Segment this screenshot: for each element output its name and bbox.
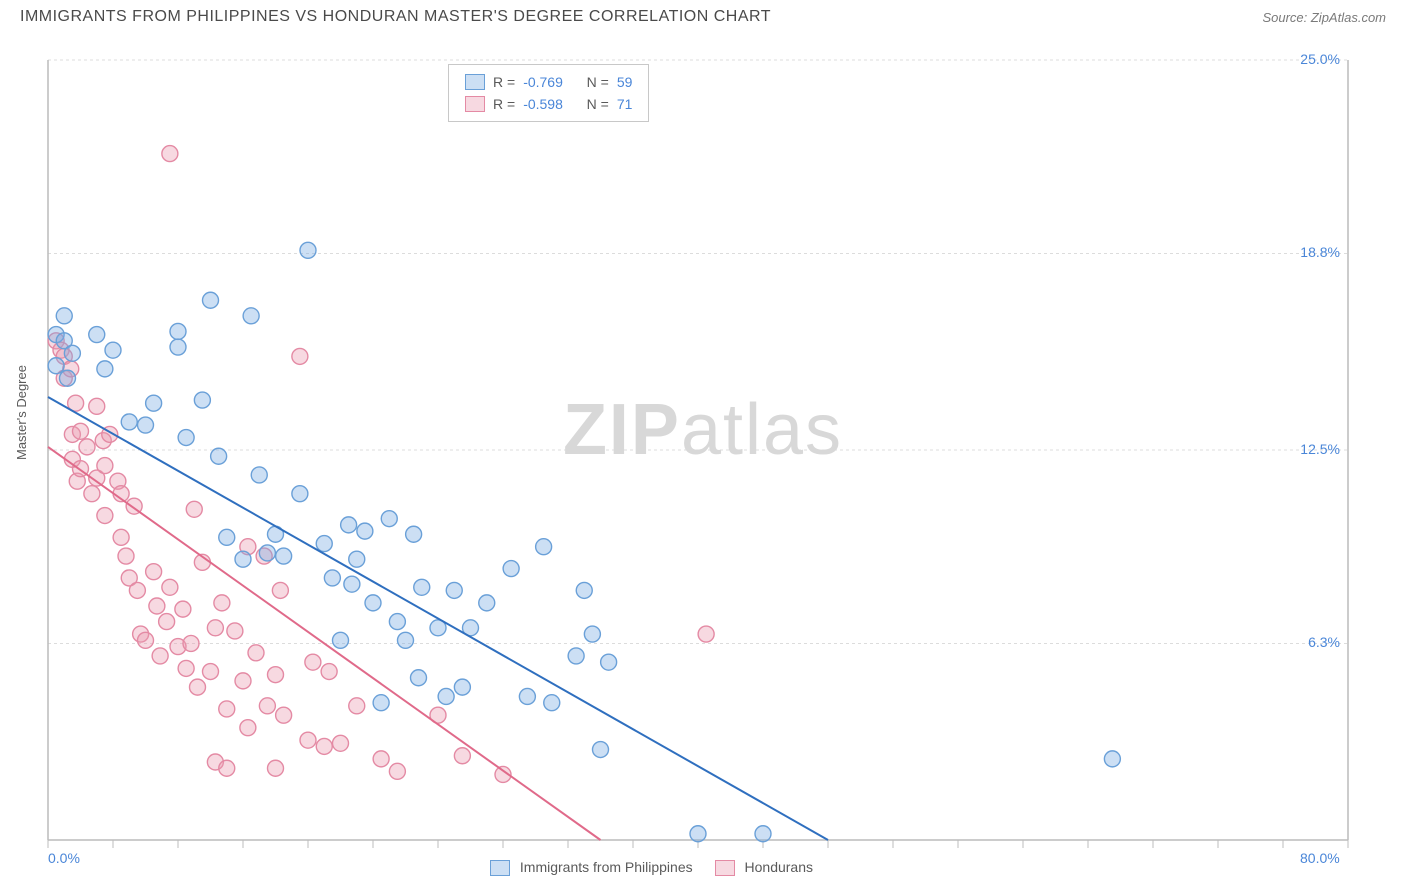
- y-tick-label: 6.3%: [1290, 634, 1340, 650]
- scatter-plot: [0, 30, 1406, 880]
- legend-series: Immigrants from Philippines Hondurans: [490, 859, 813, 876]
- n-label: N =: [587, 96, 609, 112]
- legend-item-1: Immigrants from Philippines: [490, 859, 693, 876]
- r-label: R =: [493, 96, 515, 112]
- source-attribution: Source: ZipAtlas.com: [1262, 10, 1386, 25]
- r-label: R =: [493, 74, 515, 90]
- legend-swatch-series-1: [490, 860, 510, 876]
- chart-area: Master's Degree ZIPatlas R = -0.769 N = …: [0, 30, 1406, 880]
- y-tick-label: 18.8%: [1290, 244, 1340, 260]
- legend-item-2: Hondurans: [715, 859, 813, 876]
- x-tick-label: 0.0%: [48, 850, 80, 866]
- header: IMMIGRANTS FROM PHILIPPINES VS HONDURAN …: [0, 0, 1406, 30]
- y-tick-label: 25.0%: [1290, 51, 1340, 67]
- r-value-1: -0.769: [523, 74, 563, 90]
- legend-stats: R = -0.769 N = 59 R = -0.598 N = 71: [448, 64, 649, 122]
- legend-stats-row-1: R = -0.769 N = 59: [465, 71, 632, 93]
- n-label: N =: [587, 74, 609, 90]
- r-value-2: -0.598: [523, 96, 563, 112]
- x-tick-label: 80.0%: [1300, 850, 1340, 866]
- legend-swatch-1: [465, 74, 485, 90]
- chart-title: IMMIGRANTS FROM PHILIPPINES VS HONDURAN …: [20, 8, 771, 26]
- y-axis-label: Master's Degree: [14, 365, 29, 460]
- legend-label-2: Hondurans: [745, 859, 814, 875]
- n-value-2: 71: [617, 96, 633, 112]
- legend-stats-row-2: R = -0.598 N = 71: [465, 93, 632, 115]
- legend-swatch-series-2: [715, 860, 735, 876]
- n-value-1: 59: [617, 74, 633, 90]
- legend-label-1: Immigrants from Philippines: [520, 859, 693, 875]
- y-tick-label: 12.5%: [1290, 441, 1340, 457]
- legend-swatch-2: [465, 96, 485, 112]
